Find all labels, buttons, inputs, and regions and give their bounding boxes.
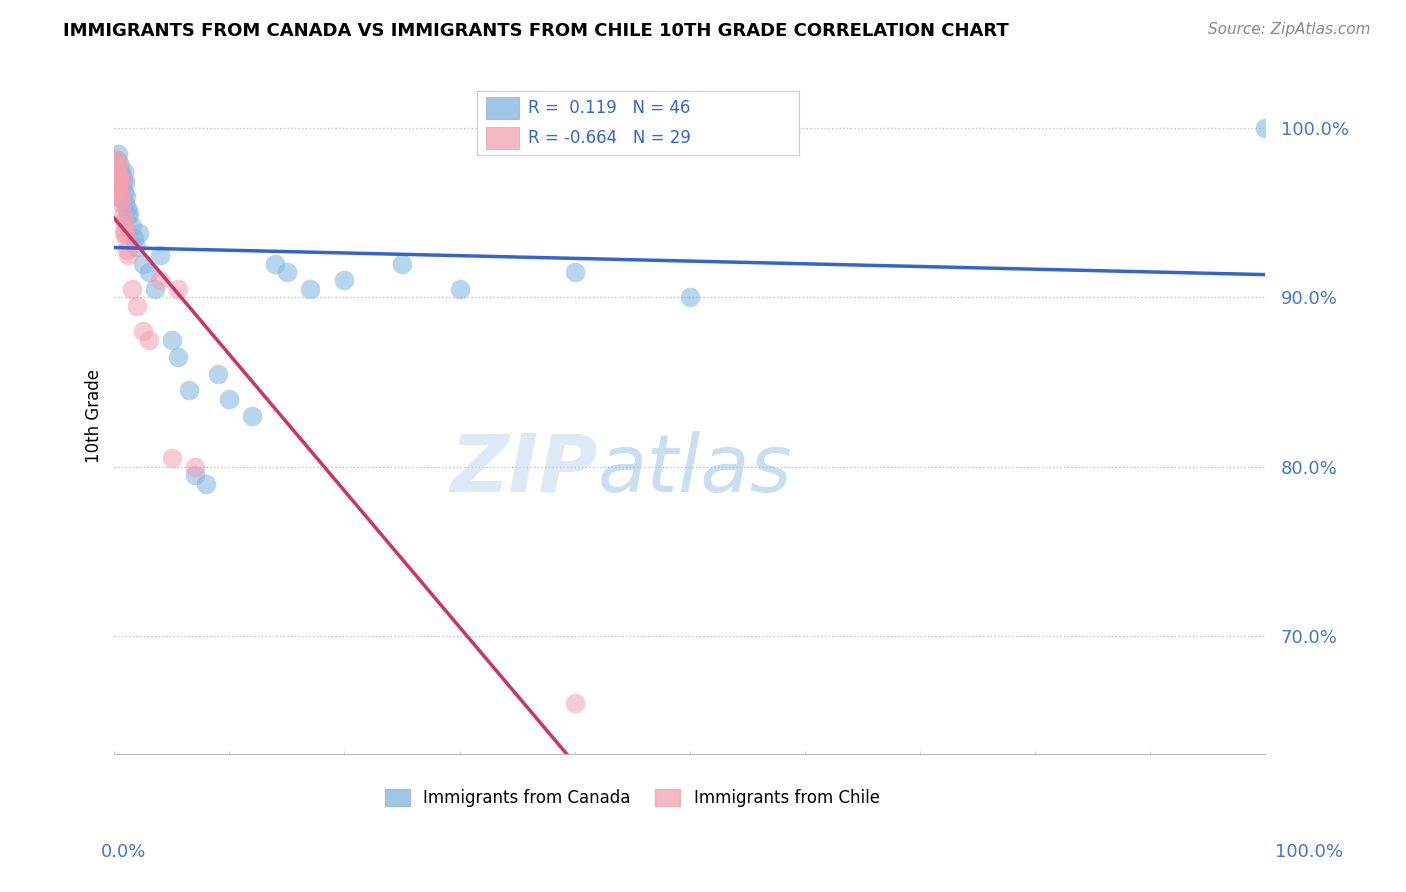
Point bbox=[121, 282, 143, 296]
Point bbox=[166, 282, 188, 296]
Point bbox=[114, 197, 136, 211]
Point bbox=[114, 175, 136, 189]
Text: 0.0%: 0.0% bbox=[101, 843, 146, 861]
Point bbox=[449, 282, 471, 296]
Point bbox=[107, 155, 129, 169]
Point bbox=[242, 409, 264, 423]
Point bbox=[122, 231, 145, 245]
Point bbox=[114, 223, 136, 237]
Point bbox=[132, 324, 155, 338]
Text: ZIP: ZIP bbox=[450, 431, 598, 509]
Point bbox=[112, 186, 135, 200]
Point bbox=[298, 282, 321, 296]
Point bbox=[107, 158, 129, 172]
Point bbox=[112, 174, 135, 188]
Point bbox=[160, 451, 183, 466]
Point bbox=[112, 165, 135, 179]
Point bbox=[117, 209, 139, 223]
Point bbox=[108, 169, 131, 183]
Point bbox=[110, 189, 132, 203]
Point bbox=[678, 290, 700, 304]
Point bbox=[115, 201, 138, 215]
Point bbox=[121, 219, 143, 234]
Point bbox=[143, 282, 166, 296]
Point bbox=[110, 189, 132, 203]
Point bbox=[184, 459, 207, 474]
Point bbox=[138, 265, 160, 279]
Point bbox=[115, 243, 138, 257]
Text: IMMIGRANTS FROM CANADA VS IMMIGRANTS FROM CHILE 10TH GRADE CORRELATION CHART: IMMIGRANTS FROM CANADA VS IMMIGRANTS FRO… bbox=[63, 22, 1010, 40]
Point bbox=[105, 153, 128, 168]
Point bbox=[179, 384, 201, 398]
Point bbox=[108, 158, 131, 172]
Point bbox=[105, 152, 128, 166]
Point bbox=[104, 163, 127, 178]
Point bbox=[564, 697, 586, 711]
Point bbox=[112, 226, 135, 240]
Point bbox=[108, 172, 131, 186]
Text: Source: ZipAtlas.com: Source: ZipAtlas.com bbox=[1208, 22, 1371, 37]
Point bbox=[166, 350, 188, 364]
Point bbox=[105, 169, 128, 183]
Point bbox=[264, 256, 287, 270]
Point bbox=[107, 146, 129, 161]
Point bbox=[128, 226, 150, 240]
Point bbox=[118, 206, 141, 220]
Point bbox=[1254, 121, 1277, 136]
Y-axis label: 10th Grade: 10th Grade bbox=[86, 368, 103, 463]
Point bbox=[184, 468, 207, 483]
Point bbox=[111, 197, 134, 211]
Point bbox=[115, 231, 138, 245]
Point bbox=[110, 192, 132, 206]
Point bbox=[110, 167, 132, 181]
Point bbox=[207, 367, 229, 381]
Point bbox=[108, 180, 131, 194]
Point bbox=[111, 192, 134, 206]
Point bbox=[111, 170, 134, 185]
Legend: Immigrants from Canada, Immigrants from Chile: Immigrants from Canada, Immigrants from … bbox=[378, 782, 886, 814]
Point bbox=[108, 180, 131, 194]
Point bbox=[105, 163, 128, 178]
Text: 100.0%: 100.0% bbox=[1275, 843, 1343, 861]
Text: atlas: atlas bbox=[598, 431, 793, 509]
Point bbox=[112, 209, 135, 223]
Point bbox=[276, 265, 298, 279]
Point bbox=[391, 256, 413, 270]
Point bbox=[127, 299, 149, 313]
Point bbox=[138, 333, 160, 347]
Point bbox=[149, 248, 172, 262]
Point bbox=[564, 265, 586, 279]
Point bbox=[132, 256, 155, 270]
Point bbox=[218, 392, 240, 406]
Point bbox=[195, 476, 218, 491]
Point bbox=[105, 180, 128, 194]
Point bbox=[107, 175, 129, 189]
Point bbox=[117, 248, 139, 262]
Point bbox=[115, 189, 138, 203]
Point bbox=[111, 172, 134, 186]
Point bbox=[105, 172, 128, 186]
Point bbox=[160, 333, 183, 347]
Point bbox=[149, 273, 172, 287]
Point bbox=[112, 214, 135, 228]
Point bbox=[125, 239, 148, 253]
Point bbox=[333, 273, 356, 287]
Point bbox=[108, 175, 131, 189]
